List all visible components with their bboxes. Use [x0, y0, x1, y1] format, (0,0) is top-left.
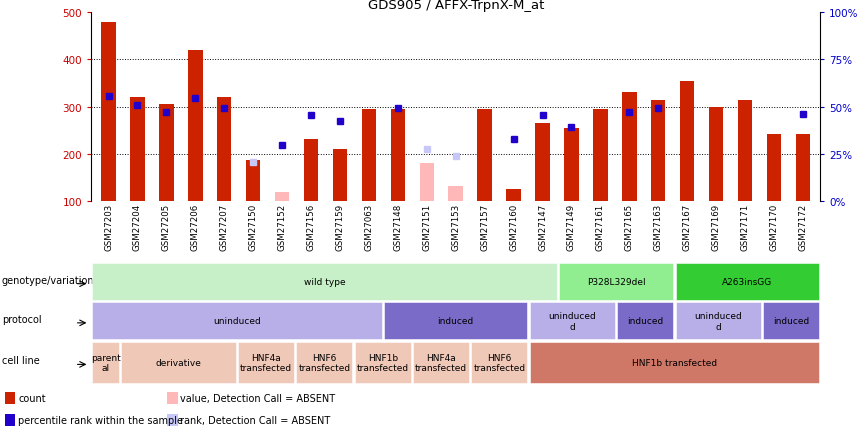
- Bar: [92, 303, 382, 339]
- Text: cell line: cell line: [2, 355, 40, 365]
- Text: GSM27159: GSM27159: [335, 203, 345, 250]
- Bar: [766, 134, 781, 202]
- Text: GSM27148: GSM27148: [393, 203, 403, 250]
- Bar: [763, 303, 819, 339]
- Text: GSM27163: GSM27163: [654, 203, 663, 250]
- Text: GSM27165: GSM27165: [625, 203, 634, 250]
- Text: wild type: wild type: [304, 278, 345, 286]
- Text: HNF4a
transfected: HNF4a transfected: [240, 353, 293, 372]
- Bar: [122, 342, 236, 383]
- Bar: [529, 303, 615, 339]
- Text: GSM27147: GSM27147: [538, 203, 547, 250]
- Text: GSM27063: GSM27063: [365, 203, 373, 250]
- Bar: [506, 190, 521, 202]
- Bar: [130, 98, 145, 202]
- Text: HNF1b
transfected: HNF1b transfected: [357, 353, 409, 372]
- Bar: [332, 150, 347, 202]
- Text: HNF6
transfected: HNF6 transfected: [299, 353, 351, 372]
- Bar: [275, 192, 289, 202]
- Bar: [675, 303, 760, 339]
- Text: GSM27157: GSM27157: [480, 203, 490, 250]
- Bar: [5, 414, 16, 426]
- Text: GSM27167: GSM27167: [682, 203, 692, 250]
- Bar: [529, 342, 819, 383]
- Text: GSM27171: GSM27171: [740, 203, 750, 250]
- Bar: [188, 51, 202, 202]
- Bar: [102, 23, 115, 202]
- Text: P328L329del: P328L329del: [587, 278, 646, 286]
- Text: GSM27205: GSM27205: [161, 203, 171, 250]
- Text: GSM27170: GSM27170: [769, 203, 779, 250]
- Text: GSM27153: GSM27153: [451, 203, 460, 250]
- Bar: [167, 392, 178, 404]
- Text: GSM27172: GSM27172: [799, 203, 807, 250]
- Bar: [471, 342, 528, 383]
- Bar: [355, 342, 411, 383]
- Text: count: count: [18, 393, 46, 403]
- Text: induced: induced: [628, 317, 663, 326]
- Bar: [304, 139, 319, 202]
- Bar: [419, 164, 434, 202]
- Bar: [449, 186, 463, 202]
- Text: uninduced: uninduced: [213, 317, 261, 326]
- Text: induced: induced: [437, 317, 474, 326]
- Text: GSM27169: GSM27169: [712, 203, 720, 250]
- Title: GDS905 / AFFX-TrpnX-M_at: GDS905 / AFFX-TrpnX-M_at: [367, 0, 544, 12]
- Text: GSM27160: GSM27160: [509, 203, 518, 250]
- Text: GSM27149: GSM27149: [567, 203, 576, 250]
- Bar: [238, 342, 294, 383]
- Text: rank, Detection Call = ABSENT: rank, Detection Call = ABSENT: [181, 415, 331, 425]
- Text: GSM27150: GSM27150: [248, 203, 258, 250]
- Text: GSM27151: GSM27151: [422, 203, 431, 250]
- Bar: [738, 100, 753, 202]
- Text: GSM27203: GSM27203: [104, 203, 113, 250]
- Bar: [5, 392, 16, 404]
- Bar: [564, 128, 579, 202]
- Text: derivative: derivative: [155, 358, 201, 367]
- Text: percentile rank within the sample: percentile rank within the sample: [18, 415, 183, 425]
- Bar: [796, 135, 810, 202]
- Text: GSM27156: GSM27156: [306, 203, 316, 250]
- Bar: [477, 110, 492, 202]
- Text: GSM27152: GSM27152: [278, 203, 286, 250]
- Bar: [559, 264, 674, 300]
- Bar: [384, 303, 528, 339]
- Bar: [362, 110, 376, 202]
- Text: GSM27206: GSM27206: [191, 203, 200, 250]
- Bar: [593, 110, 608, 202]
- Bar: [167, 414, 178, 426]
- Bar: [297, 342, 352, 383]
- Bar: [217, 98, 232, 202]
- Text: HNF4a
transfected: HNF4a transfected: [415, 353, 467, 372]
- Bar: [622, 93, 636, 202]
- Text: uninduced
d: uninduced d: [549, 312, 596, 331]
- Text: genotype/variation: genotype/variation: [2, 275, 95, 285]
- Text: HNF1b transfected: HNF1b transfected: [632, 358, 717, 367]
- Text: value, Detection Call = ABSENT: value, Detection Call = ABSENT: [181, 393, 336, 403]
- Bar: [709, 107, 723, 202]
- Text: GSM27204: GSM27204: [133, 203, 142, 250]
- Bar: [246, 160, 260, 202]
- Bar: [680, 82, 694, 202]
- Text: uninduced
d: uninduced d: [694, 312, 742, 331]
- Text: protocol: protocol: [2, 314, 42, 324]
- Text: parent
al: parent al: [91, 353, 121, 372]
- Bar: [391, 110, 405, 202]
- Text: GSM27161: GSM27161: [595, 203, 605, 250]
- Bar: [617, 303, 674, 339]
- Text: HNF6
transfected: HNF6 transfected: [473, 353, 525, 372]
- Bar: [651, 100, 666, 202]
- Text: induced: induced: [773, 317, 809, 326]
- Bar: [675, 264, 819, 300]
- Bar: [92, 342, 119, 383]
- Text: GSM27207: GSM27207: [220, 203, 229, 250]
- Bar: [159, 105, 174, 202]
- Text: A263insGG: A263insGG: [722, 278, 773, 286]
- Bar: [92, 264, 556, 300]
- Bar: [413, 342, 469, 383]
- Bar: [536, 124, 549, 202]
